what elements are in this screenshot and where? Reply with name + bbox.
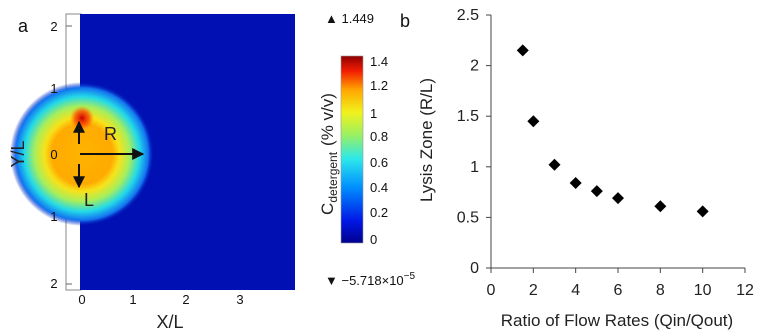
scatter-y-tick-label: 1.5 bbox=[457, 108, 479, 125]
data-point bbox=[696, 205, 709, 218]
x-tick-label: 3 bbox=[236, 292, 243, 307]
panel-a: a R L 2 1 0 1 2 0 1 2 3 X/L Y/L 1.4 1.2 bbox=[8, 11, 415, 332]
data-point bbox=[527, 115, 540, 128]
y-tick-label: 1 bbox=[50, 81, 57, 96]
data-point bbox=[590, 185, 603, 198]
y-axis-title: Y/L bbox=[8, 140, 28, 167]
colorbar-tick: 0.2 bbox=[370, 205, 388, 220]
scatter-y-ticks: 0 0.5 1 1.5 2 2.5 bbox=[457, 7, 491, 277]
scatter-points bbox=[516, 44, 709, 218]
colorbar-tick: 1 bbox=[370, 106, 377, 121]
x-tick-label: 1 bbox=[129, 292, 136, 307]
scatter-y-tick-label: 2 bbox=[470, 58, 479, 75]
y-tick-label: 1 bbox=[50, 209, 57, 224]
scatter-y-axis-title: Lysis Zone (R/L) bbox=[417, 78, 436, 202]
colorbar-title-units: (% v/v) bbox=[318, 93, 337, 146]
colorbar-title: Cdetergent (% v/v) bbox=[318, 93, 340, 215]
panel-b-label: b bbox=[400, 11, 410, 31]
data-point bbox=[516, 44, 529, 57]
scatter-x-tick-label: 0 bbox=[487, 282, 496, 299]
scatter-x-axis-title: Ratio of Flow Rates (Qin/Qout) bbox=[501, 311, 733, 330]
colorbar-tick: 0.8 bbox=[370, 129, 388, 144]
scatter-x-tick-label: 8 bbox=[656, 282, 665, 299]
data-point bbox=[569, 176, 582, 189]
colorbar-min-exp: −5 bbox=[404, 271, 416, 282]
panel-b: b 0 0.5 1 1.5 2 2.5 0 2 4 6 8 10 12 Ratio of Flow R… bbox=[400, 7, 754, 330]
data-point bbox=[548, 158, 561, 171]
scatter-x-tick-label: 10 bbox=[694, 282, 712, 299]
scatter-y-tick-label: 1 bbox=[470, 159, 479, 176]
x-tick-label: 2 bbox=[182, 292, 189, 307]
scatter-x-tick-label: 6 bbox=[614, 282, 623, 299]
y-tick-label: 2 bbox=[50, 276, 57, 291]
scatter-y-tick-label: 0.5 bbox=[457, 209, 479, 226]
scatter-x-tick-label: 12 bbox=[736, 282, 754, 299]
colorbar-tick: 1.2 bbox=[370, 78, 388, 93]
y-tick-label: 2 bbox=[50, 19, 57, 34]
colorbar-title-sub: detergent bbox=[326, 151, 340, 202]
data-point bbox=[654, 200, 667, 213]
scatter-x-tick-label: 2 bbox=[529, 282, 538, 299]
data-point bbox=[612, 192, 624, 205]
colorbar-gradient bbox=[340, 55, 364, 244]
scatter-y-tick-label: 0 bbox=[470, 260, 479, 277]
x-axis-title: X/L bbox=[156, 312, 183, 332]
colorbar-tick: 0.6 bbox=[370, 155, 388, 170]
scatter-axes bbox=[490, 15, 745, 269]
x-tick-label: 0 bbox=[78, 292, 85, 307]
colorbar-tick: 0 bbox=[370, 232, 377, 247]
heatmap-hotspot bbox=[70, 104, 94, 132]
colorbar-min-base: ▼ −5.718×10 bbox=[325, 273, 404, 288]
panel-a-label: a bbox=[18, 16, 29, 36]
scatter-x-ticks: 0 2 4 6 8 10 12 bbox=[487, 268, 754, 299]
colorbar-tick: 0.4 bbox=[370, 180, 388, 195]
colorbar: 1.4 1.2 1 0.8 0.6 0.4 0.2 0 Cdetergent (%… bbox=[318, 11, 415, 288]
scatter-y-tick-label: 2.5 bbox=[457, 7, 479, 24]
colorbar-min-marker: ▼ −5.718×10−5 bbox=[325, 271, 415, 288]
colorbar-max-marker: ▲ 1.449 bbox=[325, 11, 374, 26]
scatter-x-tick-label: 4 bbox=[571, 282, 580, 299]
annotation-R: R bbox=[104, 124, 117, 144]
y-tick-label: 0 bbox=[50, 147, 57, 162]
colorbar-title-main: C bbox=[318, 203, 337, 215]
annotation-L: L bbox=[84, 190, 94, 210]
colorbar-tick: 1.4 bbox=[370, 54, 388, 69]
